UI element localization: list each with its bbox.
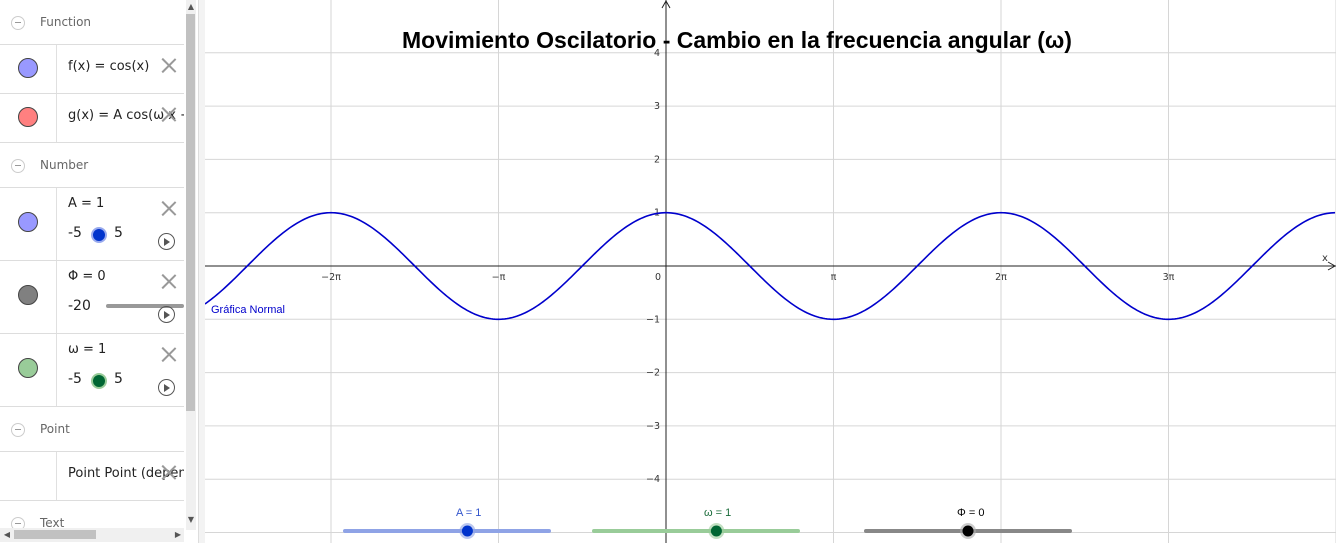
algebra-view: Function f(x) = cos(x) g(x) = A cos(ω x … bbox=[0, 0, 198, 543]
axes bbox=[205, 0, 1336, 543]
slider-label-omega: ω = 1 bbox=[704, 507, 732, 519]
group-label-text: Text bbox=[40, 516, 65, 530]
graphics-view[interactable]: −2π −π 0 π 2π 3π x 4 3 2 1 −1 −2 −3 −4 Movimiento Osci… bbox=[205, 0, 1336, 543]
horizontal-scrollbar-thumb[interactable] bbox=[14, 530, 96, 539]
x-tick-label: −π bbox=[492, 272, 506, 283]
x-axis-label: x bbox=[1322, 253, 1328, 264]
vertical-scrollbar-thumb[interactable] bbox=[186, 14, 195, 411]
slider-knob-omega[interactable] bbox=[91, 373, 107, 389]
x-tick-label: 0 bbox=[655, 272, 661, 283]
play-icon[interactable] bbox=[158, 306, 175, 323]
y-tick-label: −1 bbox=[646, 314, 660, 325]
x-tick-label: π bbox=[831, 272, 837, 283]
y-tick-label: 4 bbox=[654, 48, 660, 59]
scroll-left-icon[interactable]: ◀ bbox=[3, 530, 11, 539]
visibility-toggle-omega[interactable] bbox=[18, 358, 38, 378]
y-axis-arrow bbox=[661, 0, 671, 9]
group-header-point[interactable]: Point bbox=[0, 407, 184, 452]
slider-max-omega: 5 bbox=[114, 371, 123, 387]
graph-title: Movimiento Oscilatorio - Cambio en la fr… bbox=[402, 27, 1072, 53]
collapse-icon[interactable] bbox=[11, 16, 25, 30]
slider-knob-A[interactable] bbox=[91, 227, 107, 243]
delete-icon[interactable] bbox=[160, 273, 177, 290]
slider-label-A: A = 1 bbox=[456, 507, 482, 519]
slider-knob bbox=[962, 525, 974, 537]
x-axis-arrow bbox=[1327, 261, 1336, 271]
slider-knob bbox=[710, 525, 722, 537]
slider-label-phi: Φ = 0 bbox=[957, 507, 985, 519]
scroll-right-icon[interactable]: ▶ bbox=[174, 530, 182, 539]
visibility-toggle-A[interactable] bbox=[18, 212, 38, 232]
group-header-function[interactable]: Function bbox=[0, 0, 184, 45]
delete-icon[interactable] bbox=[160, 346, 177, 363]
curve-label: Gráfica Normal bbox=[211, 304, 285, 316]
collapse-icon[interactable] bbox=[11, 423, 25, 437]
scroll-down-icon[interactable]: ▼ bbox=[187, 515, 195, 524]
delete-icon[interactable] bbox=[160, 106, 177, 123]
slider-min-A: -5 bbox=[68, 225, 82, 241]
curve-cos[interactable] bbox=[205, 211, 1336, 321]
y-tick-label: −2 bbox=[646, 368, 660, 379]
slider-track-phi[interactable] bbox=[106, 304, 184, 308]
algebra-item-point[interactable]: Point Point (dependent) bbox=[0, 452, 184, 501]
visibility-toggle-g[interactable] bbox=[18, 107, 38, 127]
slider-max-A: 5 bbox=[114, 225, 123, 241]
delete-icon[interactable] bbox=[160, 464, 177, 481]
formula-phi[interactable]: Φ = 0 bbox=[68, 269, 106, 284]
x-tick-label: 2π bbox=[995, 272, 1007, 283]
slider-knob bbox=[461, 525, 473, 537]
panel-divider[interactable] bbox=[198, 0, 205, 543]
delete-icon[interactable] bbox=[160, 200, 177, 217]
y-tick-label: 2 bbox=[654, 154, 660, 165]
algebra-item-g[interactable]: g(x) = A cos(ω x + Φ) bbox=[0, 94, 184, 143]
group-label-number: Number bbox=[40, 158, 89, 172]
collapse-icon[interactable] bbox=[11, 159, 25, 173]
slider-min-omega: -5 bbox=[68, 371, 82, 387]
algebra-item-phi[interactable]: Φ = 0 -20 bbox=[0, 261, 184, 334]
formula-point[interactable]: Point Point (dependent) bbox=[68, 466, 184, 481]
slider-min-phi: -20 bbox=[68, 298, 91, 314]
algebra-item-omega[interactable]: ω = 1 -5 5 bbox=[0, 334, 184, 407]
formula-g[interactable]: g(x) = A cos(ω x + Φ) bbox=[68, 108, 184, 123]
y-tick-label: −4 bbox=[646, 474, 660, 485]
group-label-point: Point bbox=[40, 422, 70, 436]
x-tick-label: −2π bbox=[321, 272, 341, 283]
algebra-item-f[interactable]: f(x) = cos(x) bbox=[0, 45, 184, 94]
formula-omega[interactable]: ω = 1 bbox=[68, 342, 107, 357]
x-tick-label: 3π bbox=[1163, 272, 1175, 283]
play-icon[interactable] bbox=[158, 379, 175, 396]
y-tick-label: 3 bbox=[654, 101, 660, 112]
play-icon[interactable] bbox=[158, 233, 175, 250]
visibility-toggle-phi[interactable] bbox=[18, 285, 38, 305]
algebra-item-A[interactable]: A = 1 -5 5 bbox=[0, 188, 184, 261]
scroll-up-icon[interactable]: ▲ bbox=[187, 2, 195, 11]
delete-icon[interactable] bbox=[160, 57, 177, 74]
formula-f[interactable]: f(x) = cos(x) bbox=[68, 59, 150, 74]
formula-A[interactable]: A = 1 bbox=[68, 196, 105, 211]
y-tick-label: −3 bbox=[646, 421, 660, 432]
group-label-function: Function bbox=[40, 15, 92, 29]
visibility-toggle-f[interactable] bbox=[18, 58, 38, 78]
graphics-sliders[interactable] bbox=[343, 523, 1072, 539]
group-header-number[interactable]: Number bbox=[0, 143, 184, 188]
